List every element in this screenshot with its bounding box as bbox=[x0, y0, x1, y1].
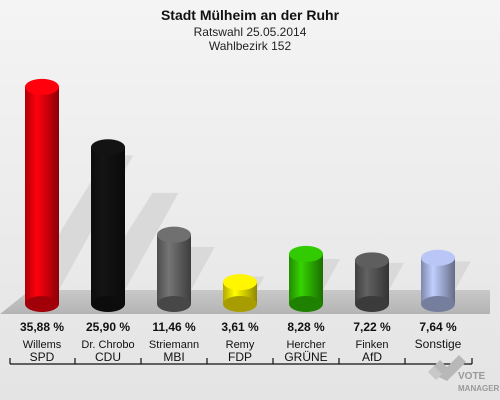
party-label: AfD bbox=[362, 350, 382, 364]
logo-text-manager: MANAGER bbox=[458, 384, 500, 393]
value-label: 7,64 % bbox=[419, 320, 457, 334]
bar-mbi bbox=[157, 226, 191, 312]
candidate-label: Willems bbox=[23, 339, 62, 351]
vote-manager-logo: VOTE MANAGER bbox=[428, 355, 500, 393]
bar-cap bbox=[91, 139, 125, 156]
value-label: 3,61 % bbox=[221, 320, 259, 334]
value-label: 11,46 % bbox=[152, 320, 196, 334]
bar-base bbox=[157, 296, 191, 312]
bar-afd bbox=[355, 252, 389, 312]
party-label: Sonstige bbox=[415, 337, 462, 351]
party-brackets bbox=[9, 358, 473, 365]
logo-check-icon bbox=[428, 355, 466, 381]
bar-cap bbox=[421, 249, 455, 266]
bar-cap bbox=[25, 78, 59, 95]
chart-title: Stadt Mülheim an der Ruhr bbox=[161, 7, 340, 23]
bar-body bbox=[157, 234, 191, 304]
bar-fdp bbox=[223, 274, 257, 312]
candidate-label: Dr. Chrobo bbox=[81, 339, 134, 351]
logo-text-vote: VOTE bbox=[458, 371, 486, 382]
bar-base bbox=[25, 296, 59, 312]
bar-base bbox=[223, 296, 257, 312]
value-label: 8,28 % bbox=[287, 320, 325, 334]
bar-spd bbox=[25, 78, 59, 312]
candidate-label: Finken bbox=[355, 339, 388, 351]
bar-body bbox=[91, 147, 125, 304]
chart-district: Wahlbezirk 152 bbox=[209, 39, 292, 53]
bar-sonstige bbox=[421, 249, 455, 312]
bar-body bbox=[25, 86, 59, 305]
bar-cap bbox=[355, 252, 389, 269]
candidate-label: Striemann bbox=[149, 339, 199, 351]
bar-base bbox=[421, 296, 455, 312]
value-label: 35,88 % bbox=[20, 320, 64, 334]
party-label: MBI bbox=[163, 350, 184, 364]
bar-base bbox=[355, 296, 389, 312]
party-label: GRÜNE bbox=[284, 350, 327, 364]
chart-subtitle: Ratswahl 25.05.2014 bbox=[194, 25, 307, 39]
bar-cap bbox=[157, 226, 191, 243]
party-label: CDU bbox=[95, 350, 121, 364]
bars bbox=[25, 78, 455, 312]
bar-cap bbox=[289, 245, 323, 262]
value-label: 7,22 % bbox=[353, 320, 391, 334]
bar-body bbox=[289, 253, 323, 304]
candidate-label: Hercher bbox=[286, 339, 325, 351]
bar-base bbox=[91, 296, 125, 312]
bar-cap bbox=[223, 274, 257, 291]
party-label: FDP bbox=[228, 350, 252, 364]
party-label: SPD bbox=[30, 350, 55, 364]
bar-grüne bbox=[289, 245, 323, 312]
candidate-label: Remy bbox=[226, 339, 255, 351]
value-label: 25,90 % bbox=[86, 320, 130, 334]
bar-cdu bbox=[91, 139, 125, 312]
bar-base bbox=[289, 296, 323, 312]
